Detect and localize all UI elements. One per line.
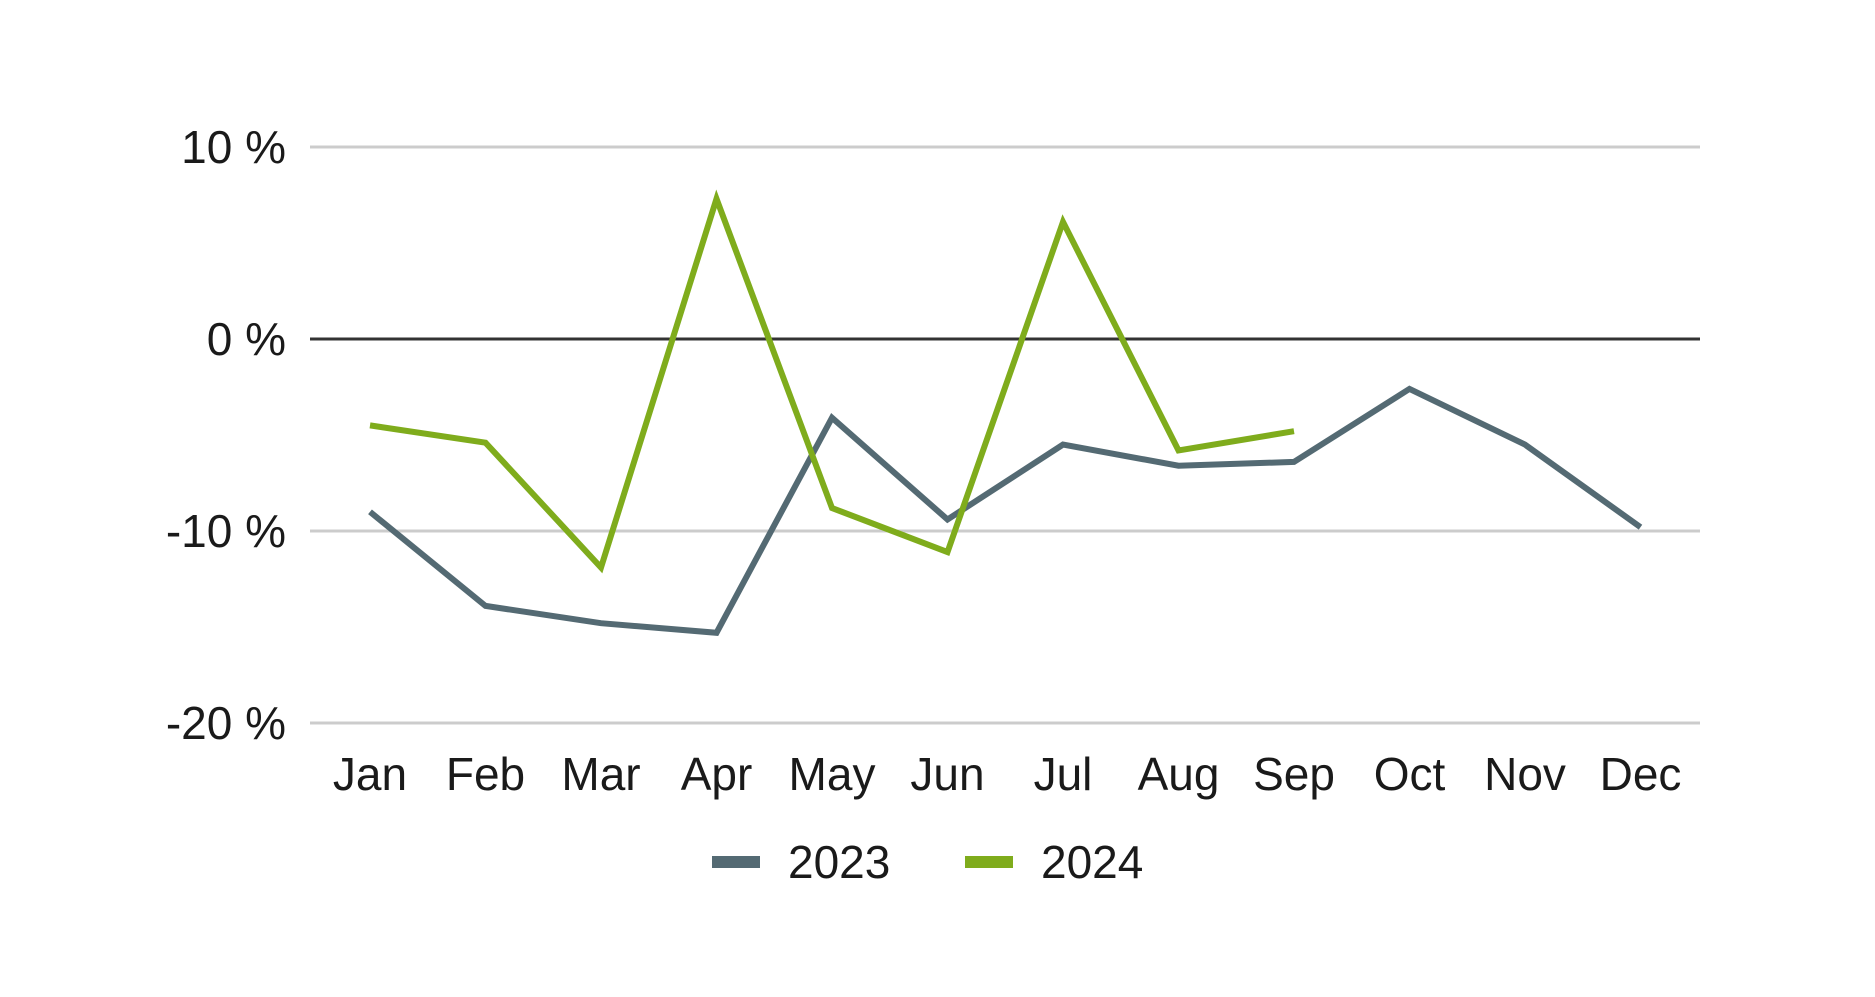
x-axis-tick-labels: Jan Feb Mar Apr May Jun Jul Aug Sep Oct Nov Dec [333, 748, 1681, 800]
y-axis-tick-labels: 10 % 0 % -10 % -20 % [166, 121, 286, 749]
x-tick-label: Feb [446, 748, 525, 800]
y-tick-label: -10 % [166, 505, 286, 557]
x-tick-label: Sep [1253, 748, 1335, 800]
x-tick-label: Jul [1034, 748, 1093, 800]
series-line-2024 [369, 189, 1295, 574]
legend-swatch-2023 [712, 856, 760, 868]
x-tick-label: Aug [1138, 748, 1220, 800]
legend: 2023 2024 [712, 836, 1143, 888]
y-tick-label: 0 % [207, 313, 286, 365]
series-lines [368, 189, 1643, 636]
legend-label-2023: 2023 [788, 836, 890, 888]
legend-label-2024: 2024 [1041, 836, 1143, 888]
x-tick-label: Nov [1484, 748, 1566, 800]
y-tick-label: -20 % [166, 697, 286, 749]
x-tick-label: Oct [1374, 748, 1446, 800]
x-tick-label: Jan [333, 748, 407, 800]
x-tick-label: Apr [681, 748, 753, 800]
x-tick-label: May [789, 748, 876, 800]
x-tick-label: Mar [561, 748, 640, 800]
y-tick-label: 10 % [181, 121, 286, 173]
series-line-2023 [368, 385, 1643, 636]
grid-lines [310, 145, 1700, 725]
legend-swatch-2024 [965, 856, 1013, 868]
x-tick-label: Dec [1600, 748, 1682, 800]
x-tick-label: Jun [910, 748, 984, 800]
